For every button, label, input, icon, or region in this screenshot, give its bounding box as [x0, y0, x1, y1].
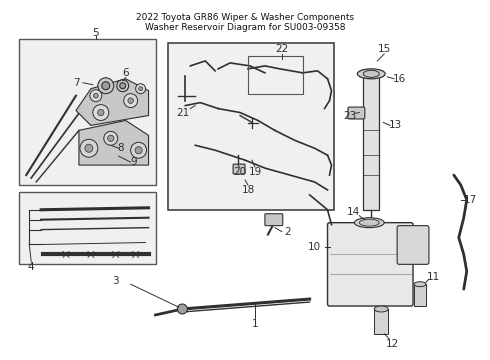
Ellipse shape: [374, 306, 388, 312]
Text: 18: 18: [242, 185, 255, 195]
Bar: [19, 192, 155, 264]
Bar: [363, 76, 379, 210]
Circle shape: [98, 109, 104, 116]
Circle shape: [128, 98, 133, 103]
Circle shape: [135, 147, 142, 154]
Circle shape: [93, 105, 109, 121]
Circle shape: [80, 139, 98, 157]
Circle shape: [131, 142, 147, 158]
Circle shape: [117, 80, 129, 92]
Text: 14: 14: [347, 207, 360, 217]
Text: 2022 Toyota GR86 Wiper & Washer Components: 2022 Toyota GR86 Wiper & Washer Componen…: [136, 13, 354, 22]
Text: 22: 22: [275, 44, 289, 54]
Circle shape: [102, 82, 110, 90]
Polygon shape: [79, 121, 148, 165]
Text: Washer Reservoir Diagram for SU003-09358: Washer Reservoir Diagram for SU003-09358: [145, 23, 345, 32]
Text: 21: 21: [177, 108, 190, 117]
Circle shape: [85, 144, 93, 152]
FancyBboxPatch shape: [265, 214, 283, 226]
Bar: [248, 56, 303, 94]
Bar: [19, 39, 155, 185]
Bar: [169, 43, 335, 210]
Circle shape: [104, 131, 118, 145]
Text: 23: 23: [343, 111, 356, 121]
Text: 5: 5: [93, 28, 99, 38]
Circle shape: [120, 83, 125, 89]
Text: 10: 10: [308, 243, 321, 252]
Text: 15: 15: [378, 44, 391, 54]
Text: 11: 11: [427, 272, 441, 282]
FancyBboxPatch shape: [327, 223, 413, 306]
Circle shape: [139, 87, 143, 91]
Text: 17: 17: [464, 195, 477, 205]
Circle shape: [94, 93, 98, 98]
FancyBboxPatch shape: [233, 164, 245, 174]
Ellipse shape: [354, 218, 384, 228]
Text: 20: 20: [233, 167, 246, 177]
Text: 4: 4: [28, 262, 34, 272]
Polygon shape: [76, 79, 148, 125]
Text: 2: 2: [284, 226, 291, 237]
FancyBboxPatch shape: [348, 107, 365, 119]
Text: 7: 7: [73, 78, 79, 88]
Text: 12: 12: [386, 339, 399, 349]
Text: 13: 13: [389, 121, 402, 130]
Text: 19: 19: [248, 167, 262, 177]
Bar: [374, 309, 388, 334]
Text: 1: 1: [252, 319, 258, 329]
Circle shape: [177, 304, 187, 314]
Ellipse shape: [357, 69, 385, 79]
Circle shape: [98, 78, 114, 94]
Text: 9: 9: [130, 157, 137, 167]
Ellipse shape: [359, 219, 379, 226]
Ellipse shape: [414, 282, 426, 287]
Circle shape: [90, 90, 102, 102]
Text: 8: 8: [118, 143, 124, 153]
Circle shape: [123, 94, 138, 108]
Text: 16: 16: [392, 74, 406, 84]
Circle shape: [108, 135, 114, 141]
Text: 3: 3: [112, 276, 119, 286]
Circle shape: [136, 84, 146, 94]
Ellipse shape: [363, 70, 379, 77]
Bar: [414, 284, 426, 306]
FancyBboxPatch shape: [397, 226, 429, 264]
Text: 6: 6: [122, 68, 129, 78]
